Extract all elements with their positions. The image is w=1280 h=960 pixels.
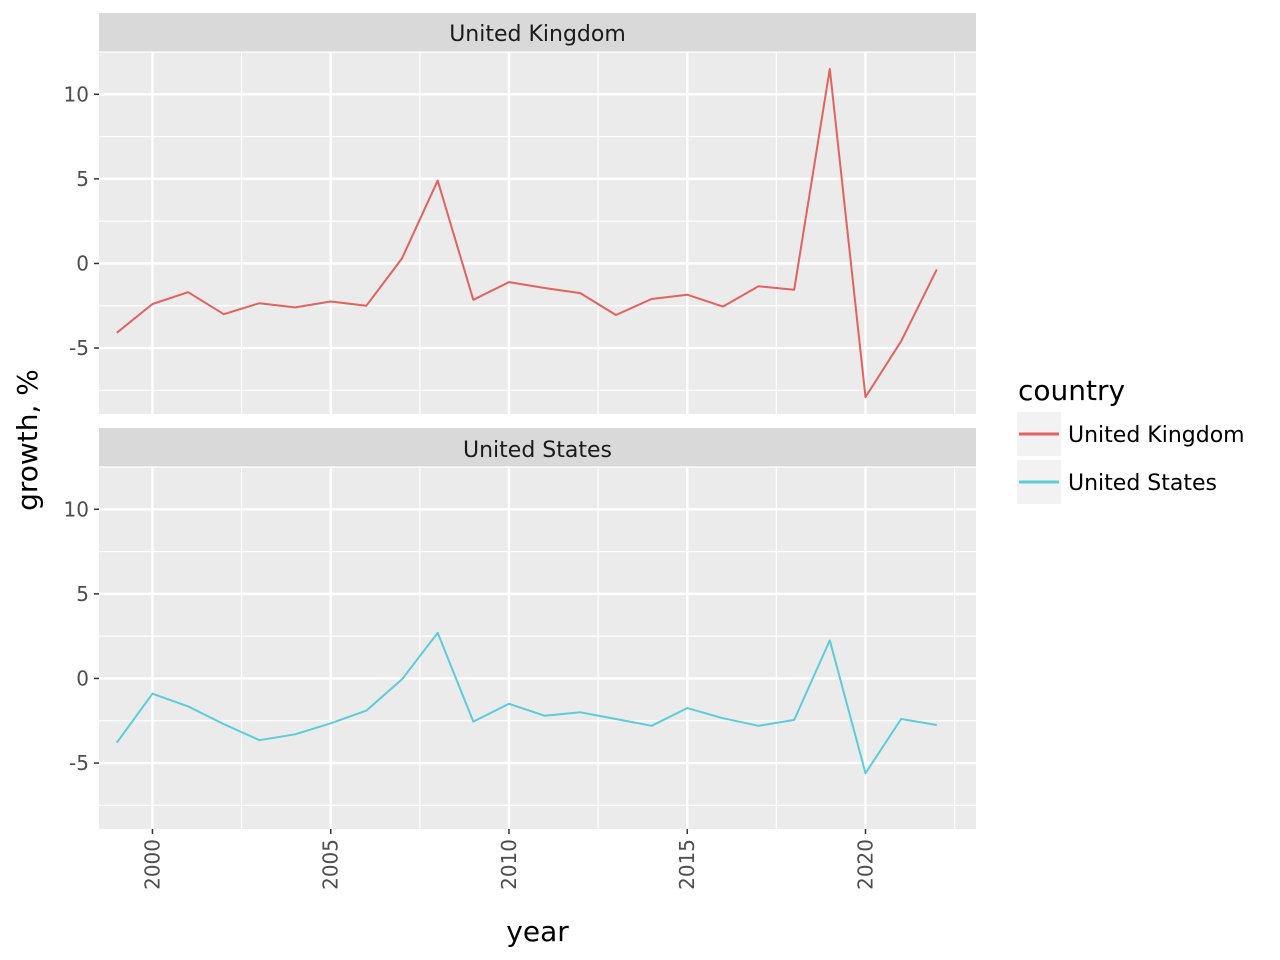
y-axis-title: growth, % — [11, 369, 44, 511]
legend-items: United Kingdom United States — [1017, 412, 1245, 504]
x-tick-label: 2020 — [853, 839, 877, 890]
panel-grid — [99, 51, 976, 414]
panel-background — [99, 467, 976, 829]
y-tick-label: -5 — [69, 751, 89, 775]
strip-label-united-states: United States — [463, 438, 612, 463]
y-tick-label: 10 — [64, 82, 89, 106]
x-tick-label: 2015 — [675, 839, 699, 890]
x-tick-label: 2010 — [497, 839, 521, 890]
x-axis: 2000 2005 2010 2015 2020 — [140, 829, 877, 890]
series-line-united-states — [115, 631, 937, 775]
strip-background — [99, 428, 976, 467]
panel-background — [99, 52, 976, 414]
y-tick-label: 10 — [64, 497, 89, 521]
y-tick-label: 0 — [76, 666, 89, 690]
series-line-united-kingdom — [116, 67, 938, 399]
y-tick-label: 5 — [76, 167, 89, 191]
y-axis-bottom: -5 0 5 10 — [64, 497, 99, 775]
strip-background — [99, 13, 976, 52]
y-tick-label: -5 — [69, 336, 89, 360]
strip-label-united-kingdom: United Kingdom — [449, 22, 626, 47]
legend-label: United Kingdom — [1068, 423, 1245, 448]
panel-grid — [99, 466, 976, 829]
y-tick-label: 5 — [76, 582, 89, 606]
legend: country United Kingdom United States — [1017, 374, 1245, 504]
panel-series — [116, 67, 938, 399]
y-axis-top: -5 0 5 10 — [64, 82, 99, 360]
y-tick-label: 0 — [76, 251, 89, 275]
x-axis-title: year — [506, 915, 569, 948]
legend-label: United States — [1068, 471, 1217, 496]
x-tick-label: 2000 — [140, 839, 164, 890]
facet-panel-united-kingdom: United Kingdom — [99, 13, 976, 414]
legend-title: country — [1018, 374, 1125, 407]
facet-panel-united-states: United States — [99, 428, 976, 829]
panel-series — [115, 631, 937, 775]
x-tick-label: 2005 — [319, 839, 343, 890]
